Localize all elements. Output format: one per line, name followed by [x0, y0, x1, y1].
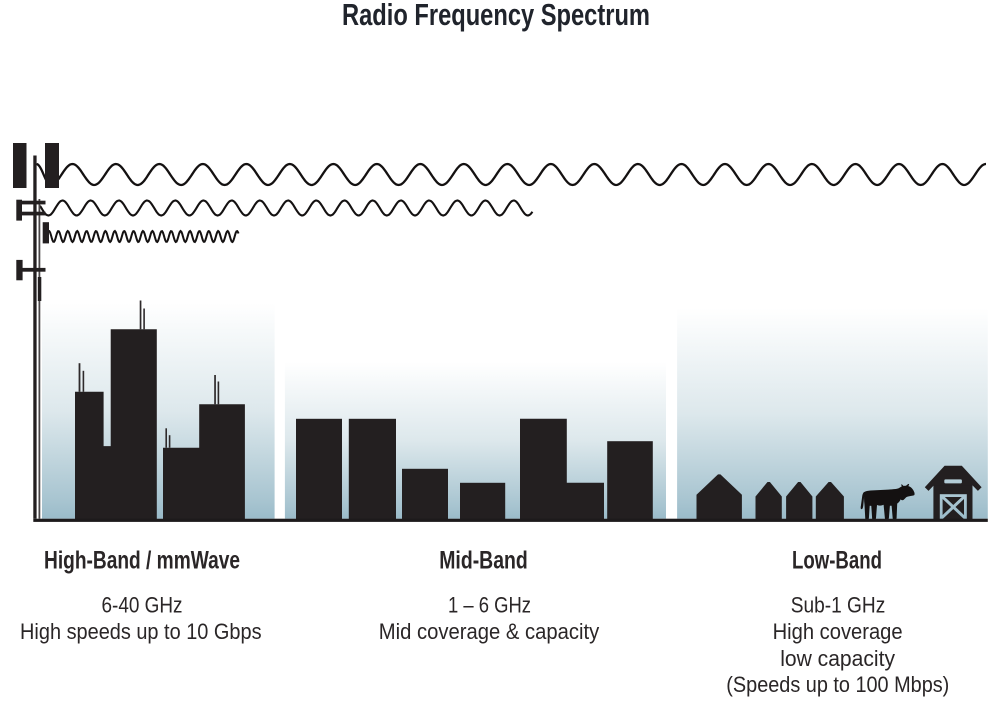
svg-text:Mid-Band: Mid-Band	[439, 546, 528, 574]
svg-text:Low-Band: Low-Band	[792, 546, 882, 574]
svg-text:1 – 6 GHz: 1 – 6 GHz	[448, 593, 531, 618]
svg-text:Sub-1 GHz: Sub-1 GHz	[791, 593, 886, 618]
svg-text:High speeds up to 10 Gbps: High speeds up to 10 Gbps	[20, 619, 262, 644]
svg-text:6-40 GHz: 6-40 GHz	[102, 593, 183, 618]
svg-text:High-Band / mmWave: High-Band / mmWave	[44, 546, 240, 574]
svg-text:Mid coverage & capacity: Mid coverage & capacity	[379, 619, 600, 644]
svg-text:low capacity: low capacity	[780, 646, 896, 671]
svg-text:Radio Frequency Spectrum: Radio Frequency Spectrum	[342, 0, 650, 32]
svg-text:High coverage: High coverage	[773, 619, 903, 644]
svg-text:(Speeds up to 100 Mbps): (Speeds up to 100 Mbps)	[726, 672, 949, 697]
